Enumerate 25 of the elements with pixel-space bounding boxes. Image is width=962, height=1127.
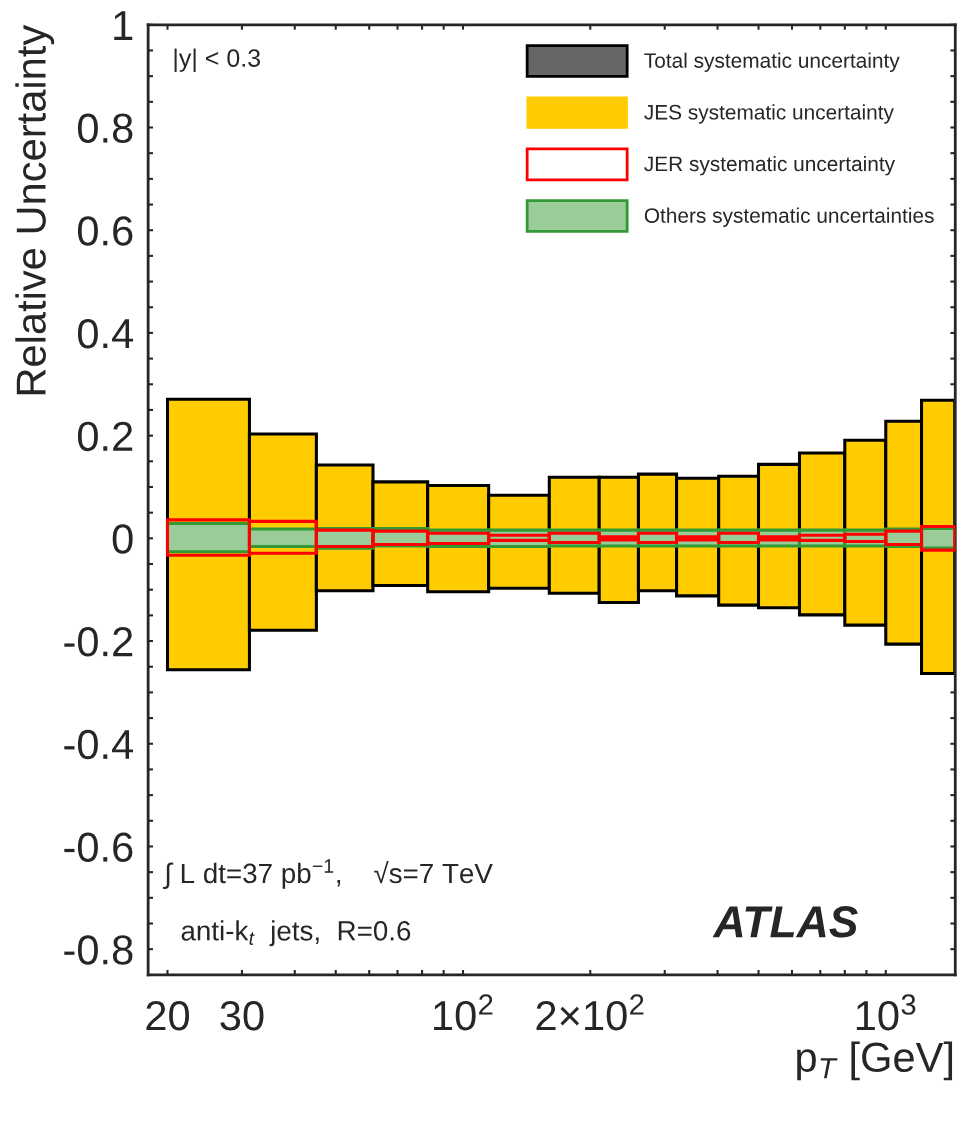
y-tick-label: -0.4 (64, 729, 134, 760)
legend-label: Total systematic uncertainty (644, 52, 900, 73)
annotation: |y| < 0.3 (174, 48, 260, 72)
x-axis-title: p$_{T}$ [GeV] (797, 1041, 953, 1081)
x-tick-label: 20 (146, 1000, 190, 1031)
legend-label: JES systematic uncertainty (644, 104, 894, 124)
y-tick-label: -0.8 (64, 935, 133, 965)
annotation: anti-k$_{t}$ jets, R=0.6 (181, 920, 411, 947)
x-tick-label: 30 (220, 1000, 264, 1031)
x-tick-label: 10$^{3}$ (856, 994, 916, 1031)
x-tick-label: 2×10$^{2}$ (536, 994, 644, 1031)
y-tick-label: -0.6 (64, 832, 133, 862)
y-tick-label: 0.8 (77, 113, 133, 144)
annotation: ∫ L dt=37 pb$^{−1}$, √s=7 TeV (162, 859, 493, 889)
x-tick-label: 10$^{2}$ (434, 994, 493, 1031)
y-tick-label: 0.6 (77, 216, 133, 246)
y-tick-label: 0.2 (77, 421, 133, 452)
annotation: ATLAS (712, 906, 858, 938)
legend-label: JER systematic uncertainty (644, 155, 896, 176)
y-tick-label: 0.4 (77, 318, 134, 349)
legend-label: Others systematic uncertainties (644, 207, 934, 228)
y-axis-title: Relative Uncertainty (15, 24, 55, 395)
y-tick-label: 1 (114, 11, 133, 40)
y-tick-label: -0.2 (64, 627, 133, 657)
y-tick-label: 0 (112, 524, 133, 554)
